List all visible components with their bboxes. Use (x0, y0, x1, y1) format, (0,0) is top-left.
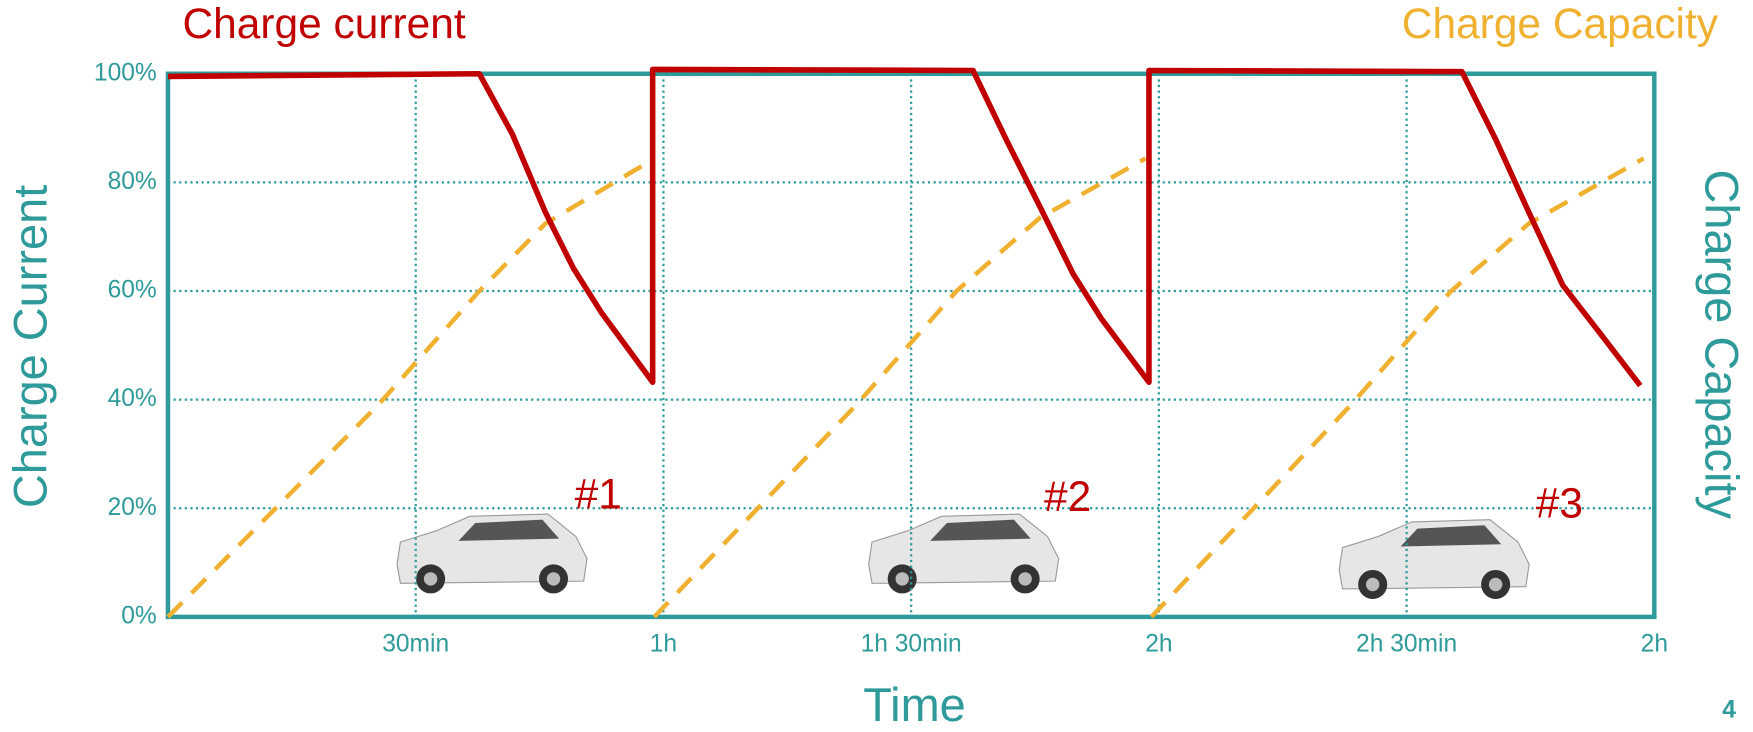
x-axis-title: Time (863, 679, 966, 731)
x-tick-label: 2h 30min (1356, 630, 1457, 657)
car (1338, 519, 1530, 600)
x-tick-label: 1h 30min (861, 630, 962, 657)
annotation: #1 (575, 471, 622, 518)
x-tick-label: 30min (382, 630, 449, 657)
car (396, 513, 588, 594)
car-images (396, 513, 1530, 600)
y-tick-label: 60% (108, 277, 157, 304)
y2-axis-title: Charge Capacity (1696, 169, 1748, 519)
y-tick-label: 40% (108, 385, 157, 412)
series-line (166, 156, 1645, 619)
annotation: #2 (1044, 473, 1091, 520)
x-tick-label: 2h (1145, 630, 1172, 657)
car (868, 513, 1060, 594)
legend-current: Charge current (182, 0, 465, 47)
plot-border (165, 71, 1657, 620)
x-tick-label: 2h (1641, 630, 1668, 657)
y-tick-label: 20% (108, 494, 157, 521)
annotation: #3 (1536, 479, 1583, 526)
series-line (167, 66, 1643, 388)
legend-capacity: Charge Capacity (1402, 0, 1719, 47)
y-tick-label: 100% (94, 59, 157, 86)
y-tick-label: 80% (108, 168, 157, 195)
x-tick-label: 1h (650, 630, 677, 657)
y-tick-label: 0% (121, 602, 157, 629)
y-axis-title: Charge Current (4, 185, 56, 508)
page-number: 4 (1722, 696, 1736, 723)
